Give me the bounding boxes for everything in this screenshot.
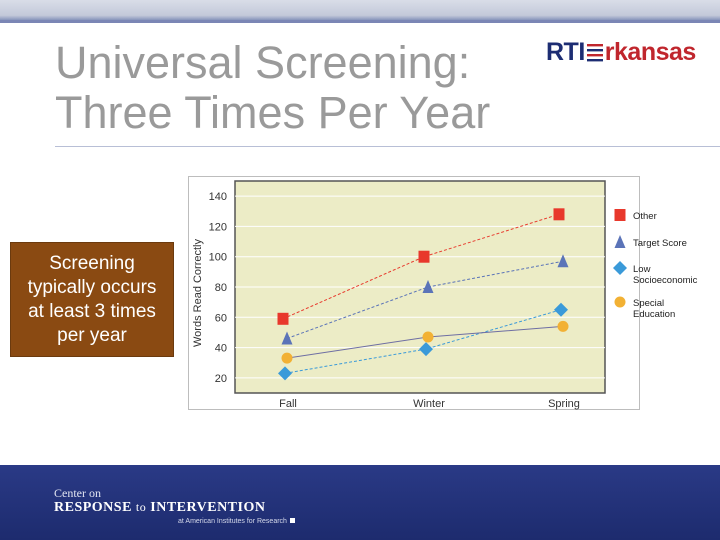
callout-line: Screening	[49, 253, 135, 274]
x-tick-label: Spring	[548, 398, 580, 410]
screening-callout-box: Screening typically occurs at least 3 ti…	[10, 242, 174, 357]
title-divider	[55, 146, 720, 147]
y-axis-label: Words Read Correctly	[192, 239, 204, 347]
data-point	[557, 320, 569, 332]
series-line	[284, 309, 562, 374]
top-banner	[0, 0, 720, 22]
data-point	[278, 366, 292, 381]
top-banner-rule	[0, 20, 720, 23]
legend-label: Other	[633, 211, 657, 222]
logo-rti-text: RTI	[546, 38, 585, 66]
legend-marker	[614, 235, 626, 248]
footer-rti-name: RESPONSE to INTERVENTION	[54, 500, 265, 516]
data-point	[422, 280, 434, 293]
callout-line: typically occurs	[27, 277, 157, 298]
legend-marker	[614, 209, 626, 221]
air-square-icon	[289, 518, 295, 523]
footer-air: at American Institutes for Research	[178, 518, 295, 525]
legend-label: Special	[633, 298, 664, 309]
callout-line: per year	[57, 325, 127, 346]
data-point	[277, 312, 289, 325]
y-tick-label: 20	[215, 373, 227, 385]
data-point	[281, 352, 293, 364]
footer-to: to	[135, 500, 147, 514]
data-point	[553, 208, 565, 221]
data-point	[422, 331, 434, 343]
slide-title-line-1: Universal Screening:	[55, 37, 471, 88]
data-point	[419, 342, 433, 357]
legend-marker	[613, 261, 627, 275]
y-tick-label: 60	[215, 312, 227, 324]
y-tick-label: 140	[209, 191, 227, 203]
footer-air-text: at American Institutes for Research	[178, 518, 287, 525]
data-point	[281, 331, 293, 345]
footer-response: RESPONSE	[54, 500, 132, 515]
logo-arkansas-text: rkansas	[604, 38, 697, 66]
data-point	[418, 250, 430, 263]
series-line	[282, 213, 560, 320]
legend-label: Education	[633, 309, 675, 320]
rti-arkansas-logo: RTI rkansas	[546, 38, 711, 68]
data-point	[557, 254, 569, 268]
legend-label: Target Score	[633, 238, 687, 249]
y-tick-label: 80	[215, 282, 227, 294]
legend-label: Socioeconomic	[633, 275, 698, 286]
arkansas-flag-a-icon	[585, 41, 605, 63]
data-point	[554, 302, 568, 317]
y-tick-label: 120	[209, 221, 227, 233]
y-tick-label: 100	[209, 252, 227, 264]
x-tick-label: Fall	[279, 398, 297, 410]
callout-line: at least 3 times	[28, 301, 156, 322]
slide-title-line-2: Three Times Per Year	[55, 87, 491, 138]
y-tick-label: 40	[215, 343, 227, 355]
footer-center-on: Center on	[54, 486, 101, 500]
slide-title: Universal Screening: Three Times Per Yea…	[55, 38, 535, 138]
legend-marker	[614, 296, 626, 308]
legend-label: Low	[633, 264, 651, 275]
footer-banner	[0, 465, 720, 540]
footer-intervention: INTERVENTION	[150, 500, 266, 515]
x-tick-label: Winter	[413, 398, 445, 410]
